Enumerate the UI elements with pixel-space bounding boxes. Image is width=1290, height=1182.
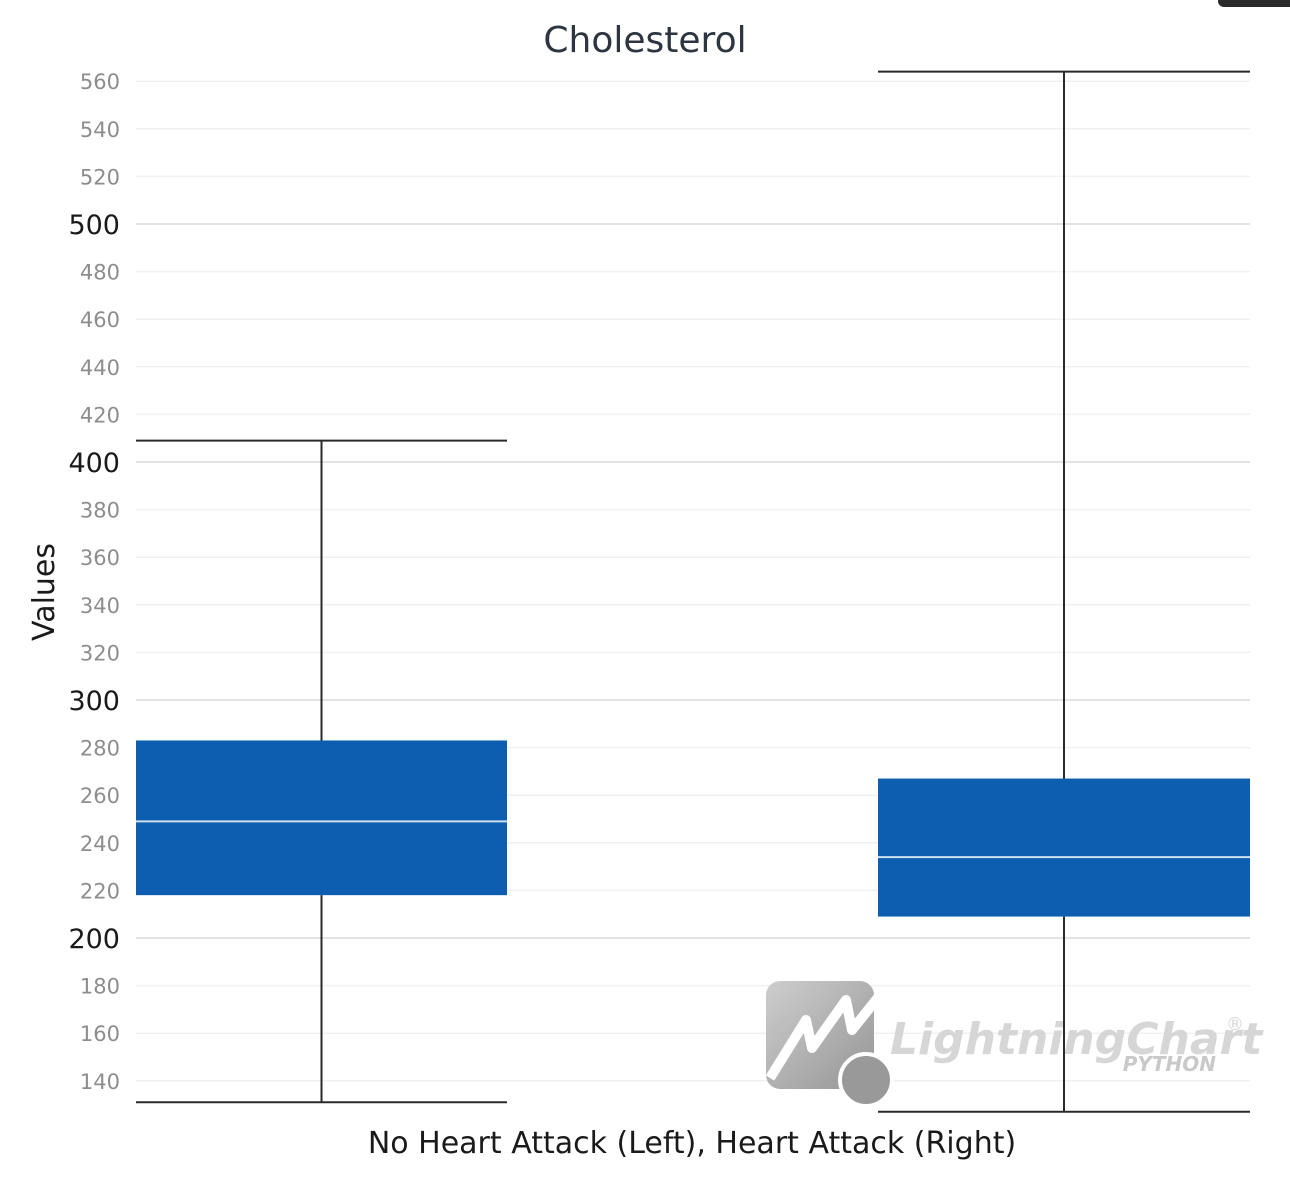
box-series [136, 70, 1250, 1113]
x-axis-label: No Heart Attack (Left), Heart Attack (Ri… [368, 1126, 1016, 1161]
y-tick-label-minor: 560 [80, 70, 120, 94]
chart-title: Cholesterol [543, 20, 746, 61]
box-no-heart-attack [136, 439, 507, 1104]
y-tick-label-minor: 180 [80, 975, 120, 999]
y-tick-label-minor: 420 [80, 403, 120, 427]
watermark-registered: ® [1226, 1014, 1244, 1035]
grid-lines [136, 80, 1250, 1082]
y-tick-label-minor: 520 [80, 165, 120, 189]
y-tick-label-minor: 480 [80, 261, 120, 285]
y-tick-label-minor: 260 [80, 784, 120, 808]
watermark: LightningChart ® PYTHON [765, 981, 1264, 1108]
iqr-box [878, 778, 1250, 917]
watermark-lightning-icon [765, 986, 888, 1081]
y-tick-label-minor: 340 [80, 594, 120, 618]
y-axis-label: Values [27, 543, 62, 641]
y-tick-label-minor: 320 [80, 641, 120, 665]
watermark-python-icon [838, 1052, 894, 1108]
y-tick-label-minor: 380 [80, 499, 120, 523]
watermark-sub: PYTHON [1123, 1052, 1217, 1076]
y-axis-ticks: 140 160 180 220 240 260 280 320 340 360 380 420 440 4… [68, 70, 120, 1094]
y-tick-label-minor: 440 [80, 356, 120, 380]
y-tick-label-major: 400 [68, 448, 120, 479]
box-heart-attack [878, 70, 1250, 1113]
y-tick-label-major: 500 [68, 210, 120, 241]
y-tick-label-minor: 140 [80, 1070, 120, 1094]
corner-tab [1218, 0, 1290, 7]
y-tick-label-minor: 240 [80, 832, 120, 856]
y-tick-label-major: 300 [68, 686, 120, 717]
y-tick-label-minor: 160 [80, 1022, 120, 1046]
y-tick-label-minor: 360 [80, 546, 120, 570]
y-tick-label-minor: 220 [80, 879, 120, 903]
y-tick-label-major: 200 [68, 924, 120, 955]
iqr-box [136, 740, 507, 896]
y-tick-label-minor: 460 [80, 308, 120, 332]
y-tick-label-minor: 280 [80, 737, 120, 761]
watermark-brand: LightningChart [890, 1014, 1264, 1065]
y-tick-label-minor: 540 [80, 118, 120, 142]
